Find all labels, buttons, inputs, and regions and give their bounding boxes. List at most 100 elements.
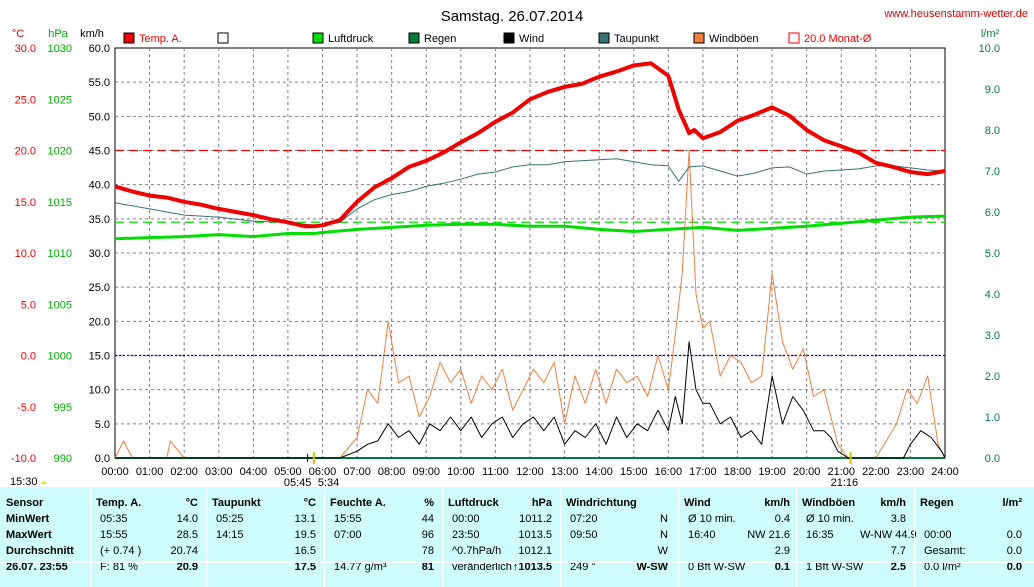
cell-value: 2.5 xyxy=(890,561,906,573)
cell-value: 96 xyxy=(421,529,434,541)
time-tick-label: 20:00 xyxy=(793,466,821,478)
temp-tick-label: 15.0 xyxy=(15,197,36,209)
time-tick-label: 11:00 xyxy=(482,466,509,478)
cell-value: N xyxy=(660,513,668,525)
row-label: Durchschnitt xyxy=(6,545,74,557)
pressure-tick-label: 995 xyxy=(54,402,72,414)
header-temp-unit: °C xyxy=(185,497,198,509)
time-tick-label: 12:00 xyxy=(516,466,544,478)
column-divider xyxy=(678,487,679,587)
header-wind-unit: km/h xyxy=(764,497,790,509)
series-line xyxy=(114,61,946,229)
time-tick-label: 18:00 xyxy=(724,466,752,478)
column-divider xyxy=(206,487,207,587)
cell-note: 249 ° xyxy=(570,561,596,573)
rain-tick-label: 8.0 xyxy=(985,125,1000,137)
header-dewpoint: Taupunkt xyxy=(212,497,261,509)
sunrise-label: 05:45 xyxy=(284,477,312,487)
cell-value: 44 xyxy=(421,513,434,525)
cell-note: 00:00 xyxy=(924,529,952,541)
wind-tick-label: 45.0 xyxy=(89,146,110,158)
cell-value: 1012.1 xyxy=(518,545,552,557)
time-tick-label: 15:00 xyxy=(620,466,648,478)
header-wind: Wind xyxy=(684,497,711,509)
legend-label: Wind xyxy=(519,33,544,45)
weather-chart: 30.0 25.0 20.0 15.0 10.0 5.0 0.0 -5.0 -10.0 1030 1… xyxy=(10,8,1028,487)
cell-note: ^0.7hPa/h xyxy=(452,545,502,557)
temp-tick-label: 20.0 xyxy=(15,146,36,158)
cell-value: 7.7 xyxy=(890,545,906,557)
cell-value: 81 xyxy=(421,561,434,573)
wind-tick-label: 40.0 xyxy=(89,180,110,192)
legend-swatch xyxy=(693,32,705,44)
rain-unit-label: l/m² xyxy=(981,28,1000,40)
temp-unit-label: °C xyxy=(12,28,24,40)
pressure-tick-label: 1010 xyxy=(48,248,72,260)
cell-note: Gesamt: xyxy=(924,545,966,557)
rain-tick-label: 7.0 xyxy=(985,166,1000,178)
cell-note: 16:40 xyxy=(688,529,716,541)
time-tick-label: 19:00 xyxy=(758,466,786,478)
temp-tick-label: -5.0 xyxy=(17,402,36,414)
temp-tick-label: 0.0 xyxy=(21,351,36,363)
cell-note: 23:50 xyxy=(452,529,480,541)
temp-tick-label: 25.0 xyxy=(15,94,36,106)
rain-tick-label: 1.0 xyxy=(985,412,1000,424)
cell-value: N xyxy=(660,529,668,541)
header-pressure-unit: hPa xyxy=(531,497,552,509)
cell-value: 2.9 xyxy=(774,545,790,557)
wind-tick-label: 35.0 xyxy=(89,214,110,226)
cell-value xyxy=(970,511,1022,527)
wind-tick-label: 10.0 xyxy=(89,385,110,397)
rain-tick-label: 5.0 xyxy=(985,248,1000,260)
legend-swatch xyxy=(503,32,515,44)
header-rain: Regen xyxy=(920,497,954,509)
cell-note: 14:15 xyxy=(216,529,244,541)
cell-value: W xyxy=(657,545,668,557)
column-divider xyxy=(90,487,91,587)
cell-value: 0.1 xyxy=(774,561,790,573)
legend-swatch xyxy=(788,32,800,44)
time-tick-label: 10:00 xyxy=(447,466,475,478)
cell-note: 05:35 xyxy=(100,513,128,525)
legend-swatch xyxy=(123,32,135,44)
column-divider xyxy=(796,487,797,587)
time-tick-label: 04:00 xyxy=(240,466,268,478)
time-marker-left: 15:30 xyxy=(10,476,38,487)
header-sensor: Sensor xyxy=(6,497,44,509)
sunrise-label-2: 5:34 xyxy=(318,477,339,487)
cell-note: F: 81 % xyxy=(100,561,138,573)
header-temp: Temp. A. xyxy=(96,497,142,509)
cell-note: 07:20 xyxy=(570,513,598,525)
cell-value: 1013.5 xyxy=(518,529,552,541)
cell-value: 0.0 xyxy=(1006,545,1022,557)
cell-value: 78 xyxy=(421,545,434,557)
legend-swatch xyxy=(312,32,324,44)
series-line xyxy=(114,214,946,241)
series-line xyxy=(114,150,946,459)
time-tick-label: 16:00 xyxy=(655,466,683,478)
header-wind-direction: Windrichtung xyxy=(566,497,637,509)
column-divider xyxy=(324,487,325,587)
cell-value: W-SW xyxy=(636,561,668,573)
rain-tick-label: 4.0 xyxy=(985,289,1000,301)
legend-label: Temp. A. xyxy=(139,33,182,45)
cell-note: 16:35 xyxy=(806,529,834,541)
rain-tick-label: 6.0 xyxy=(985,207,1000,219)
cell-note: 0.0 l/m² xyxy=(924,561,961,573)
row-label: MinWert xyxy=(6,513,50,525)
time-tick-label: 07:00 xyxy=(343,466,371,478)
temp-tick-label: -10.0 xyxy=(11,453,36,465)
time-tick-label: 13:00 xyxy=(551,466,579,478)
legend-swatch xyxy=(598,32,610,44)
rain-tick-label: 0.0 xyxy=(985,453,1000,465)
wind-unit-label: km/h xyxy=(80,28,104,40)
cell-value: 0.0 xyxy=(1006,529,1022,541)
pressure-tick-label: 1005 xyxy=(48,299,72,311)
website-label: www.heusenstamm-wetter.de xyxy=(883,8,1028,20)
legend-label: 20.0 Monat-Ø xyxy=(804,33,872,45)
cell-value: 1011.2 xyxy=(519,513,552,525)
cell-value: 16.5 xyxy=(294,545,316,557)
rain-tick-label: 3.0 xyxy=(985,330,1000,342)
cell-value: 19.5 xyxy=(294,529,316,541)
